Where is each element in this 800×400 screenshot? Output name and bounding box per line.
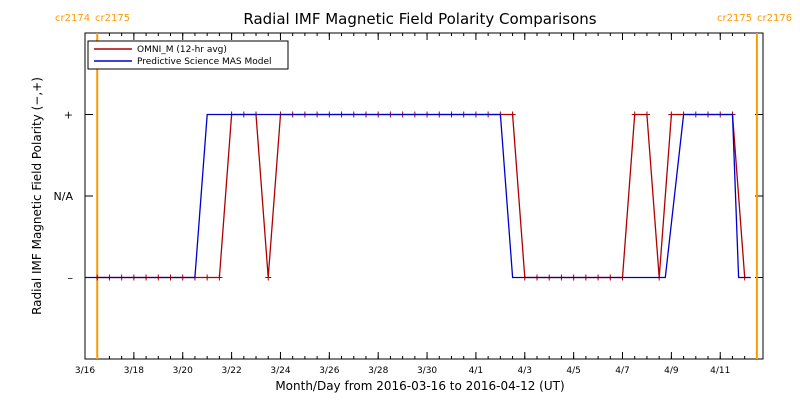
rotation-label-cr2174: cr2174: [55, 13, 90, 24]
x-tick-label: 4/5: [566, 366, 580, 376]
x-tick-label: 3/28: [368, 366, 388, 376]
x-tick-label: 4/11: [710, 366, 730, 376]
legend-label-omni: OMNI_M (12-hr avg): [137, 45, 227, 55]
rotation-label-cr2175-right: cr2175: [717, 13, 752, 24]
x-tick-label: 3/16: [75, 366, 95, 376]
omni-data-point: [204, 274, 211, 281]
y-tick-label: –: [68, 272, 74, 285]
legend: OMNI_M (12-hr avg) Predictive Science MA…: [87, 40, 289, 70]
omni-data-point: [265, 274, 272, 281]
x-axis-label: Month/Day from 2016-03-16 to 2016-04-12 …: [275, 379, 564, 393]
omni-data-point: [668, 111, 675, 118]
x-tick-label: 4/3: [518, 366, 532, 376]
y-tick-label: +: [64, 109, 73, 122]
omni-data-point: [631, 111, 638, 118]
x-tick-label: 3/26: [319, 366, 339, 376]
x-tick-label: 3/30: [417, 366, 437, 376]
y-tick-label: N/A: [54, 190, 74, 203]
omni-data-point: [216, 274, 223, 281]
x-tick-label: 3/18: [124, 366, 144, 376]
x-tick-label: 4/9: [664, 366, 679, 376]
legend-box: [87, 40, 289, 70]
plot-frame: [84, 32, 764, 360]
x-tick-label: 4/1: [469, 366, 483, 376]
mas-series-line: [85, 113, 751, 279]
omni-data-point: [509, 111, 516, 118]
legend-label-mas: Predictive Science MAS Model: [137, 57, 272, 67]
omni-series-line: [97, 113, 746, 279]
rotation-label-cr2175-left: cr2175: [95, 13, 130, 24]
omni-data-point: [643, 111, 650, 118]
rotation-label-cr2176: cr2176: [757, 13, 792, 24]
x-tick-label: 3/22: [221, 366, 241, 376]
y-axis-label: Radial IMF Magnetic Field Polarity (−,+): [30, 77, 44, 315]
chart-title: Radial IMF Magnetic Field Polarity Compa…: [243, 10, 596, 28]
x-tick-label: 3/20: [173, 366, 193, 376]
x-tick-label: 3/24: [270, 366, 290, 376]
x-tick-label: 4/7: [615, 366, 629, 376]
